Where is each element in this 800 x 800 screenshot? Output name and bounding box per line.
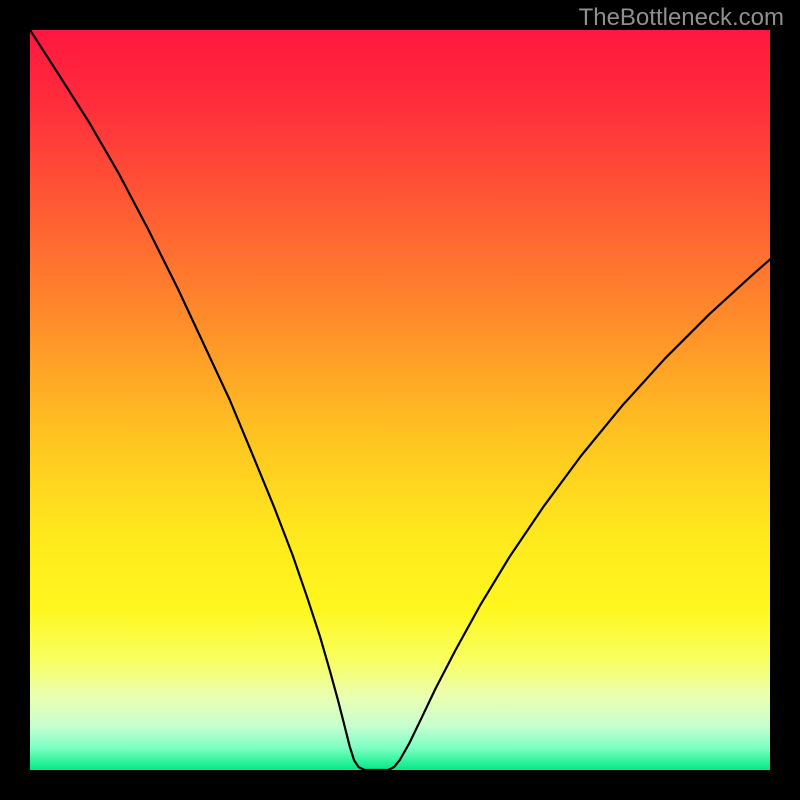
- chart-stage: TheBottleneck.com: [0, 0, 800, 800]
- watermark-text: TheBottleneck.com: [579, 4, 784, 32]
- plot-area: [30, 30, 770, 770]
- gradient-background: [30, 30, 770, 770]
